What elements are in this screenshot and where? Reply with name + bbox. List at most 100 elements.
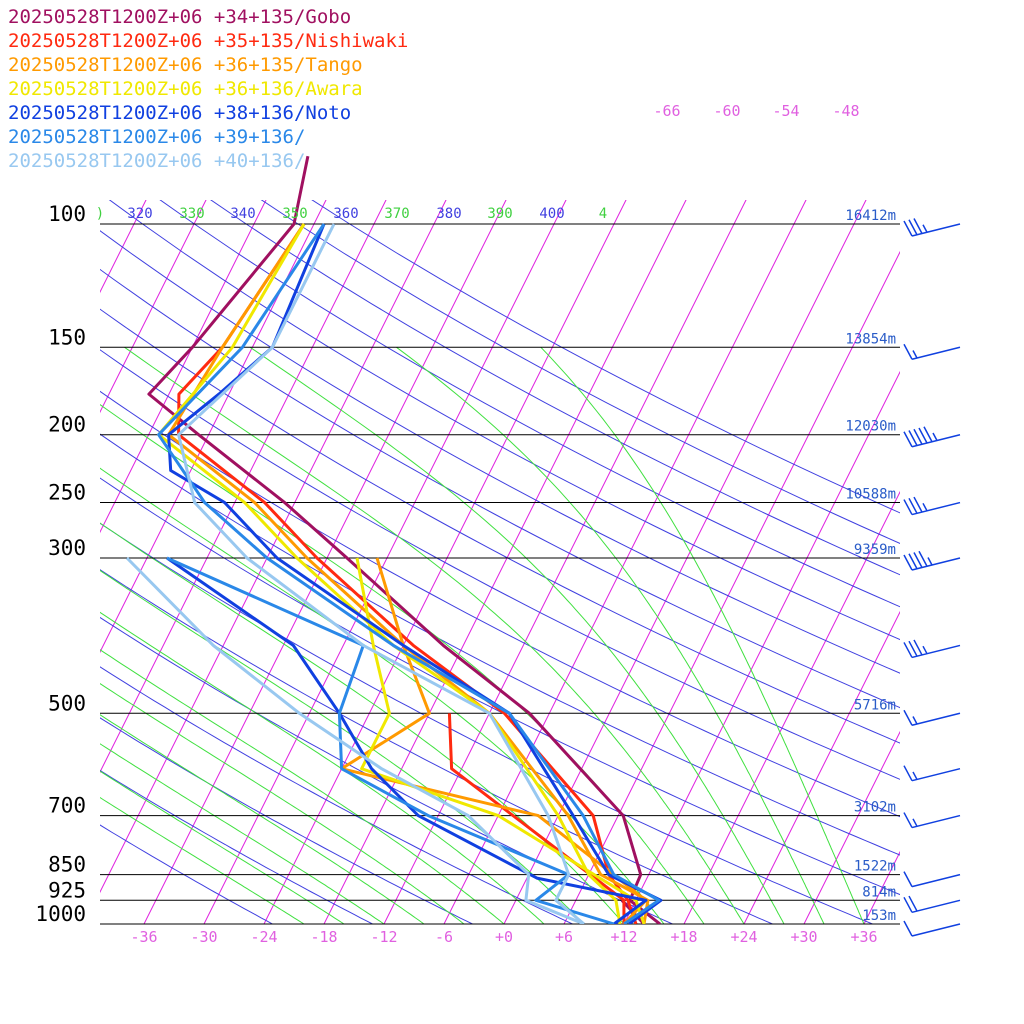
theta-label: 4: [599, 206, 607, 222]
dry-adiabat-line: [108, 200, 900, 641]
axis-labels: 100 16412m 150 13854m 200 12030m 250 10588m 300 9…: [35, 102, 896, 946]
moist-adiabat-line: [100, 743, 385, 924]
legend-entry: 20250528T1200Z+06 +36+136/Awara: [8, 78, 363, 100]
dry-adiabat-line: [100, 308, 900, 744]
legend-entry: 20250528T1200Z+06 +40+136/: [8, 150, 305, 172]
moist-adiabat-line: [100, 522, 625, 924]
isotherm-line: [100, 200, 207, 414]
wind-barb: [903, 426, 961, 448]
temperature-profile: [167, 223, 663, 924]
height-label: 16412m: [845, 208, 896, 224]
moist-adiabat-line: [100, 770, 345, 924]
temperature-profile: [157, 223, 661, 924]
height-label: 10588m: [845, 487, 896, 503]
temperature-tick-label: +36: [850, 928, 877, 946]
moist-adiabat-line: [124, 346, 745, 924]
pressure-label: 200: [48, 413, 86, 437]
moist-adiabat-line: [100, 682, 465, 924]
theta-label: 330: [179, 206, 204, 222]
wind-barb: [903, 218, 961, 237]
temperature-tick-label: +12: [610, 928, 637, 946]
wind-barb: [903, 895, 961, 914]
temperature-tick-label: -30: [190, 928, 217, 946]
temperature-tick-label: -36: [130, 928, 157, 946]
isotherm-line: [100, 200, 387, 774]
dewpoint-profile: [166, 556, 648, 924]
pressure-label: 1000: [35, 902, 86, 926]
dry-adiabat-line: [210, 200, 900, 576]
dewpoint-profile: [166, 556, 615, 924]
wind-barb: [903, 496, 961, 516]
isotherm-line: [683, 490, 900, 924]
wind-barb: [903, 812, 961, 829]
dry-adiabat-lines: [100, 200, 900, 924]
isotherm-line: [323, 200, 687, 924]
height-label: 1522m: [854, 859, 896, 875]
isotherm-line: [443, 200, 807, 924]
height-label: 9359m: [854, 542, 896, 558]
dry-adiabat-line: [260, 200, 900, 545]
dry-adiabat-line: [100, 477, 900, 896]
moist-adiabat-line: [100, 467, 665, 924]
temperature-tick-label: +24: [730, 928, 757, 946]
dry-adiabat-line: [100, 717, 473, 924]
dry-adiabat-line: [100, 230, 900, 674]
pressure-label: 850: [48, 853, 86, 877]
dry-adiabat-line: [100, 433, 900, 856]
dry-adiabat-line: [100, 268, 900, 709]
wind-barbs: [903, 218, 961, 937]
pressure-label: 250: [48, 481, 86, 505]
upper-isotherm-label: -66: [653, 102, 680, 120]
isotherm-line: [100, 200, 267, 534]
theta-label: 360: [333, 206, 358, 222]
temperature-tick-label: +6: [555, 928, 573, 946]
dewpoint-profile: [355, 557, 646, 924]
theta-label: 340: [230, 206, 255, 222]
dry-adiabat-line: [100, 666, 573, 924]
sounding-profiles: [125, 155, 663, 924]
legend-entry: 20250528T1200Z+06 +38+136/Noto: [8, 102, 351, 124]
height-label: 13854m: [845, 331, 896, 347]
legend-entry: 20250528T1200Z+06 +36+135/Tango: [8, 54, 363, 76]
moist-adiabat-line: [100, 611, 545, 924]
moist-adiabat-line: [396, 346, 825, 924]
moist-adiabat-line: [100, 404, 705, 924]
dry-adiabat-line: [311, 200, 900, 514]
isotherm-line: [0, 156, 48, 924]
theta-label: 380: [436, 206, 461, 222]
isobar-lines: [100, 223, 900, 925]
height-label: 12030m: [845, 419, 896, 435]
pressure-label: 100: [48, 202, 86, 226]
isotherm-line: [623, 370, 900, 924]
temperature-tick-label: +18: [670, 928, 697, 946]
legend: 20250528T1200Z+06 +34+135/Gobo20250528T1…: [8, 6, 408, 172]
wind-barb: [903, 871, 961, 888]
temperature-profile: [177, 223, 638, 924]
dry-adiabat-line: [159, 200, 900, 608]
height-label: 3102m: [854, 800, 896, 816]
moist-adiabat-line: [100, 649, 505, 924]
height-label: 153m: [862, 908, 896, 924]
pressure-label: 150: [48, 325, 86, 349]
pressure-label: 925: [48, 878, 86, 902]
theta-label: 390: [487, 206, 512, 222]
dry-adiabat-line: [100, 349, 900, 780]
upper-isotherm-label: -54: [772, 102, 799, 120]
temperature-tick-label: +30: [790, 928, 817, 946]
temperature-tick-label: -18: [310, 928, 337, 946]
dry-adiabat-line: [100, 522, 873, 924]
isotherm-line: [383, 200, 747, 924]
legend-entry: 20250528T1200Z+06 +35+135/Nishiwaki: [8, 30, 408, 52]
dry-adiabat-line: [100, 769, 373, 924]
temperature-tick-label: -24: [250, 928, 277, 946]
moist-adiabat-line: [100, 796, 305, 924]
height-label: 5716m: [854, 697, 896, 713]
moist-adiabat-line: [100, 714, 425, 924]
pressure-label: 500: [48, 691, 86, 715]
dewpoint-profile: [125, 556, 585, 924]
temperature-tick-label: -6: [435, 928, 453, 946]
theta-label: 350: [282, 206, 307, 222]
wind-barb: [903, 639, 961, 659]
upper-isotherm-label: -60: [713, 102, 740, 120]
theta-label: 370: [384, 206, 409, 222]
